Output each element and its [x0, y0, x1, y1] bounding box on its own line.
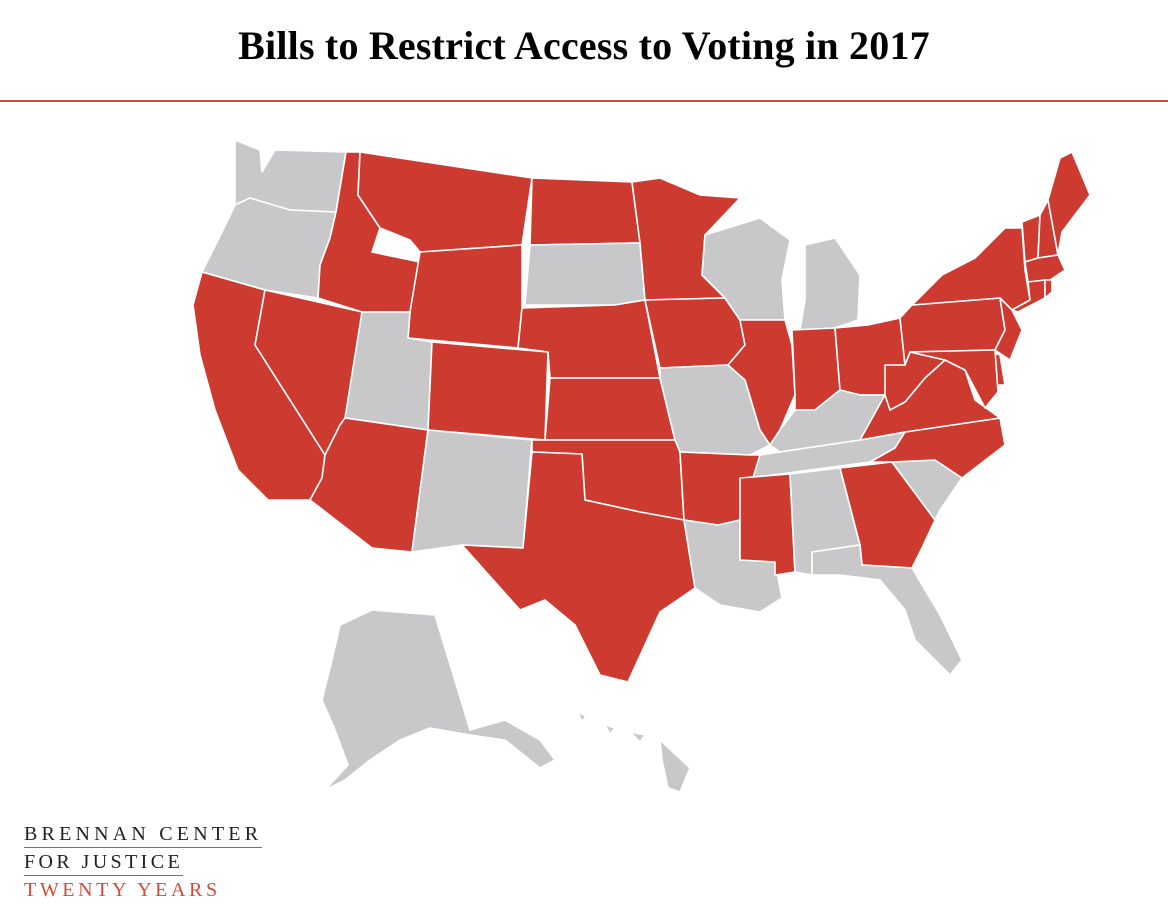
state-WY: [407, 244, 523, 349]
state-NM: [411, 429, 533, 553]
logo-line-2: FOR JUSTICE: [24, 850, 184, 876]
state-VT: [1021, 214, 1041, 263]
brennan-center-logo: BRENNAN CENTER FOR JUSTICE TWENTY YEARS: [24, 822, 263, 902]
state-HI: [577, 711, 691, 793]
state-RI: [1044, 279, 1053, 299]
state-LA: [683, 519, 783, 613]
state-MS: [739, 473, 796, 576]
state-KS: [544, 377, 676, 441]
state-IA: [644, 297, 746, 369]
map-title: Bills to Restrict Access to Voting in 20…: [238, 23, 930, 68]
state-SD: [524, 242, 646, 306]
state-NC: [869, 417, 1006, 479]
state-MD: [909, 349, 999, 409]
logo-line-3: TWENTY YEARS: [24, 879, 221, 901]
state-CO: [427, 341, 549, 441]
state-AK: [321, 609, 556, 791]
title-divider: [0, 100, 1168, 102]
state-MI: [799, 237, 861, 331]
logo-line-1: BRENNAN CENTER: [24, 822, 263, 848]
state-MT: [357, 151, 533, 253]
state-NY: [911, 227, 1031, 311]
state-FL: [811, 544, 963, 676]
state-ND: [529, 177, 641, 246]
state-TX: [461, 451, 696, 683]
